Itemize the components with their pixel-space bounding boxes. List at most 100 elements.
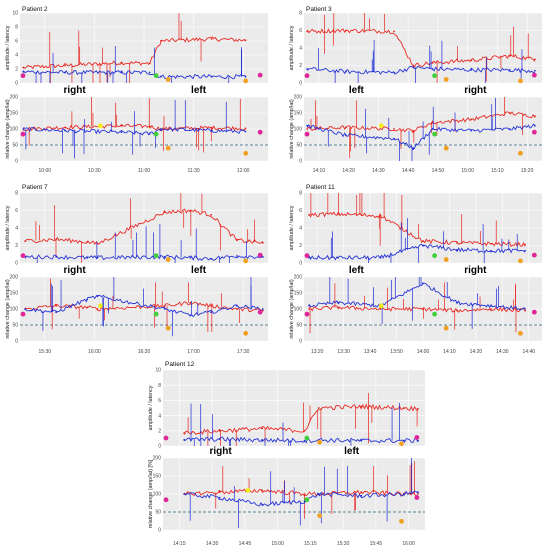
x-tick-label: 14:50	[432, 168, 445, 174]
event-marker	[304, 436, 309, 441]
event-marker	[246, 488, 251, 493]
latency-point	[337, 302, 339, 304]
event-marker	[532, 310, 537, 315]
x-tick-label: 14:20	[342, 168, 355, 174]
latency-point	[345, 135, 347, 137]
amplitude-point	[211, 127, 213, 129]
amplitude-point	[55, 238, 57, 240]
event-marker	[444, 146, 449, 151]
patient-panel: Patient 3 0 2 4 6 8 amplitude / latency left rig…	[289, 6, 542, 174]
y-tick-label: 8	[299, 11, 302, 17]
y-tick-label: 0	[299, 339, 302, 345]
x-tick-label: 11:30	[188, 168, 200, 174]
amplitude-point	[417, 493, 419, 495]
x-tick-label: 13:20	[311, 349, 324, 355]
amplitude-point	[412, 65, 414, 67]
amplitude-point	[211, 38, 213, 40]
amplitude-point	[261, 490, 263, 492]
event-marker	[98, 123, 103, 128]
patient-panel: Patient 702468amplitude / latencyright le…	[5, 184, 268, 355]
latency-point	[262, 308, 264, 310]
amplitude-point	[308, 214, 310, 216]
amplitude-point	[245, 39, 247, 41]
event-marker	[432, 73, 437, 78]
latency-point	[524, 250, 526, 252]
amplitude-point	[219, 491, 221, 493]
amplitude-point	[160, 40, 162, 42]
event-marker	[444, 257, 449, 262]
event-marker	[432, 312, 437, 317]
amplitude-point	[210, 214, 212, 216]
panel-title: Patient 11	[306, 184, 335, 191]
patient-panel: Patient 2 0 2 4 6 8 10 amplitude / latency right…	[5, 6, 268, 174]
latency-point	[97, 295, 99, 297]
event-marker	[379, 123, 384, 128]
latency-point	[490, 305, 492, 307]
y-axis-label-top: amplitude / latency	[289, 205, 295, 250]
y-tick-label: 0	[15, 81, 18, 87]
x-tick-label: 16:00	[88, 349, 101, 355]
event-marker	[21, 312, 26, 317]
latency-point	[160, 128, 162, 130]
amplitude-point	[509, 112, 511, 114]
event-marker	[154, 253, 159, 258]
amplitude-point	[64, 127, 66, 129]
amplitude-point	[337, 307, 339, 309]
event-marker	[518, 151, 523, 156]
amplitude-point	[432, 62, 434, 64]
latency-point	[360, 495, 362, 497]
latency-point	[403, 493, 405, 495]
x-tick-label: 14:20	[470, 349, 483, 355]
latency-point	[318, 493, 320, 495]
x-tick-label: 15:10	[491, 168, 504, 174]
side-label: left	[349, 85, 365, 96]
latency-point	[210, 258, 212, 260]
event-marker	[532, 253, 537, 258]
amplitude-point	[380, 215, 382, 217]
y-tick-label: 50	[296, 143, 302, 149]
latency-point	[55, 256, 57, 258]
y-axis-label-top: amplitude / latency	[148, 385, 154, 430]
latency-point	[164, 256, 166, 258]
amplitude-point	[308, 308, 310, 310]
y-axis-label-top: amplitude / latency	[5, 205, 11, 250]
amplitude-point	[393, 30, 395, 32]
y-tick-label: 0	[299, 81, 302, 87]
y-tick-label: 0	[15, 261, 18, 267]
y-tick-label: 6	[15, 208, 18, 214]
event-marker	[154, 73, 159, 78]
latency-point	[149, 72, 151, 74]
latency-point	[183, 493, 185, 495]
event-marker	[305, 312, 310, 317]
latency-point	[509, 69, 511, 71]
amplitude-point	[64, 65, 66, 67]
amplitude-point	[86, 241, 88, 243]
latency-point	[306, 68, 308, 70]
event-marker	[154, 312, 159, 317]
side-label: right	[63, 265, 86, 276]
event-marker	[164, 436, 169, 441]
side-label: right	[63, 85, 86, 96]
y-tick-label: 0	[158, 528, 161, 534]
event-marker	[243, 331, 248, 336]
amplitude-point	[509, 55, 511, 57]
x-tick-label: 14:30	[206, 541, 219, 547]
amplitude-point	[524, 244, 526, 246]
y-tick-label: 6	[158, 398, 161, 404]
y-tick-label: 0	[299, 159, 302, 165]
latency-point	[24, 308, 26, 310]
amplitude-point	[164, 211, 166, 213]
event-marker	[532, 130, 537, 135]
x-tick-label: 10:30	[88, 168, 101, 174]
y-axis-label-bottom: relative change (amp/lat)	[5, 99, 11, 159]
y-axis-label-top: amplitude / latency	[5, 25, 11, 70]
amplitude-point	[261, 428, 263, 430]
event-marker	[243, 259, 248, 264]
event-marker	[164, 497, 169, 502]
panel-title: Patient 12	[165, 361, 195, 368]
x-tick-label: 13:40	[364, 349, 377, 355]
event-marker	[399, 519, 404, 524]
amplitude-point	[236, 308, 238, 310]
latency-point	[211, 130, 213, 132]
latency-point	[149, 133, 151, 135]
